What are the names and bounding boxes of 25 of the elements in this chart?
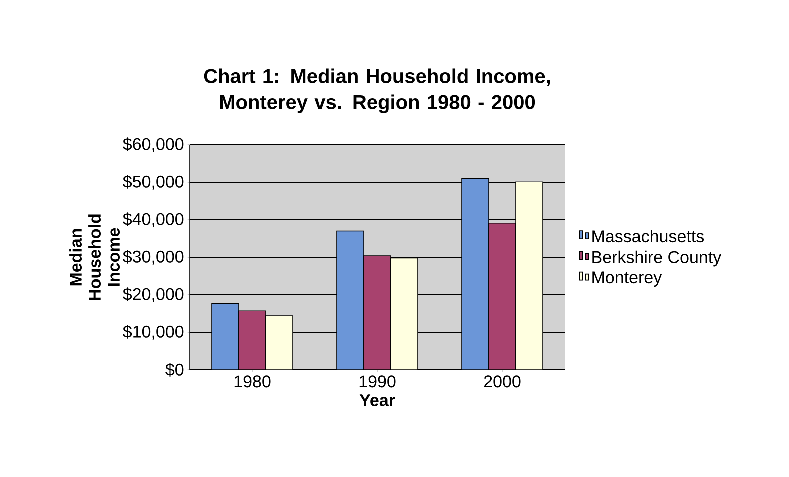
legend-label: Berkshire County bbox=[592, 250, 722, 267]
bar bbox=[336, 230, 364, 370]
bar bbox=[488, 222, 516, 370]
bar bbox=[238, 310, 266, 370]
chart-title: Chart 1: Median Household Income, Monterey vs. Region 1980 - 2000 bbox=[204, 68, 550, 114]
x-tick-label: 1980 bbox=[234, 376, 271, 388]
y-tick-label: $60,000 bbox=[123, 138, 184, 152]
y-axis-title: Median Household Income bbox=[70, 214, 120, 300]
y-tick-label: $10,000 bbox=[123, 325, 184, 340]
bar bbox=[364, 256, 392, 370]
bar bbox=[516, 182, 544, 370]
legend-label: Massachusetts bbox=[592, 230, 704, 243]
y-tick-label: $20,000 bbox=[123, 288, 184, 302]
x-tick-label: 2000 bbox=[484, 376, 521, 388]
bar bbox=[462, 178, 490, 370]
bar bbox=[266, 316, 294, 370]
x-tick-label: 1990 bbox=[360, 376, 396, 388]
x-axis-title: Year bbox=[360, 394, 396, 406]
bar bbox=[390, 258, 418, 370]
y-tick-label: $40,000 bbox=[123, 212, 184, 228]
legend-label: Monterey bbox=[592, 272, 662, 287]
y-tick-label: $0 bbox=[166, 363, 184, 377]
y-tick-label: $50,000 bbox=[123, 175, 184, 190]
bar bbox=[212, 303, 240, 370]
y-tick-label: $30,000 bbox=[123, 250, 184, 265]
